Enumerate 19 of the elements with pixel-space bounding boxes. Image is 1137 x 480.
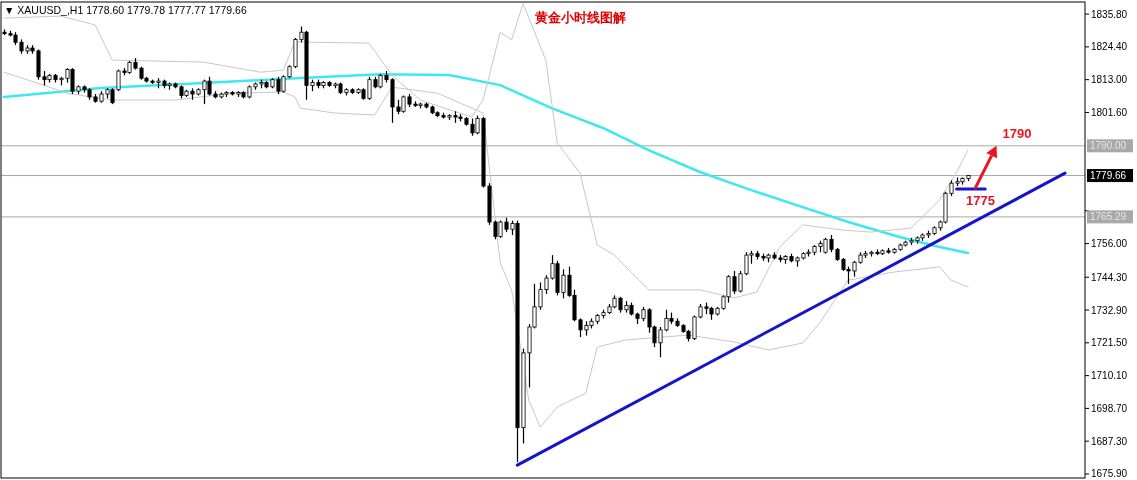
annotation: 1790 bbox=[1002, 125, 1032, 141]
y-tick-label: 1835.80 bbox=[1091, 8, 1128, 20]
y-tick-label: 1801.60 bbox=[1091, 106, 1128, 118]
y-tick-label: 1813.00 bbox=[1091, 74, 1128, 86]
y-tick-label: 1824.40 bbox=[1091, 41, 1128, 53]
annotation: ▼ XAUUSD_,H1 1778.60 1779.78 1777.77 1779.66 bbox=[4, 4, 247, 16]
ref-line-label: 1790.00 bbox=[1090, 140, 1127, 152]
text: 黄金小时线图解 bbox=[533, 10, 626, 25]
y-tick-label: 1698.70 bbox=[1091, 402, 1128, 414]
y-tick-label: 1675.90 bbox=[1091, 468, 1128, 480]
y-tick-label: 1732.90 bbox=[1091, 304, 1128, 316]
annotation: 1775 bbox=[966, 192, 995, 208]
ref-line-label: 1779.66 bbox=[1090, 170, 1127, 182]
y-tick-label: 1710.10 bbox=[1091, 370, 1128, 382]
y-tick-label: 1756.00 bbox=[1091, 238, 1128, 250]
y-tick-label: 1687.30 bbox=[1091, 435, 1128, 447]
ref-line-label: 1765.29 bbox=[1090, 211, 1127, 223]
y-tick-label: 1721.50 bbox=[1091, 337, 1128, 349]
y-tick-label: 1744.30 bbox=[1091, 271, 1128, 283]
